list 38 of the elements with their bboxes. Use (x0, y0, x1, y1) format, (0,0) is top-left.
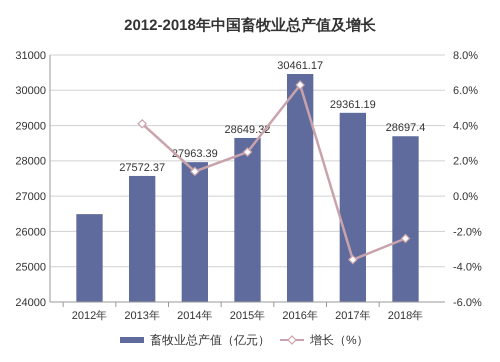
data-label: 28649.32 (224, 124, 270, 136)
chart-title: 2012-2018年中国畜牧业总产值及增长 (124, 16, 377, 34)
y-tick-label: 30000 (15, 85, 46, 98)
y-tick-label: 29000 (15, 120, 46, 132)
x-tick-label: 2015年 (230, 310, 266, 322)
y-tick-label: 25000 (15, 262, 46, 274)
y2-tick-label: 2.0% (453, 156, 478, 168)
y-tick-label: 31000 (15, 50, 46, 62)
y-tick-label: 24000 (15, 296, 46, 309)
point (296, 80, 305, 90)
data-label: 27963.39 (172, 148, 218, 160)
y-tick-label: 26000 (15, 226, 46, 238)
y-tick-label: 27000 (15, 190, 46, 203)
x-tick-label: 2014年 (177, 310, 213, 322)
x-tick-label: 2017年 (335, 310, 371, 322)
y2-tick-label: 4.0% (453, 120, 478, 132)
data-label: 28697.4 (386, 122, 426, 134)
data-label: 29361.19 (330, 98, 376, 111)
y2-tick-label: -2.0% (453, 226, 482, 238)
y2-tick-label: -4.0% (453, 262, 482, 274)
y2-tick-label: 6.0% (453, 85, 478, 98)
x-tick-label: 2018年 (388, 310, 424, 322)
point (138, 119, 147, 128)
x-tick-label: 2016年 (282, 310, 318, 322)
point (242, 147, 252, 157)
legend-label: 增长（%） (309, 333, 369, 348)
y2-tick-label: 8.0% (453, 50, 478, 62)
x-tick-label: 2013年 (124, 310, 160, 322)
point (348, 255, 358, 264)
y-tick-label: 28000 (15, 156, 46, 168)
y2-tick-label: 0.0% (453, 190, 478, 203)
data-label: 27572.37 (119, 162, 166, 174)
point (190, 166, 200, 176)
y2-tick-label: -6.0% (453, 296, 482, 309)
x-tick-label: 2012年 (72, 310, 108, 322)
point (400, 234, 410, 244)
legend-label: 畜牧业总产值（亿元） (150, 333, 270, 348)
data-label: 30461.17 (277, 60, 324, 72)
